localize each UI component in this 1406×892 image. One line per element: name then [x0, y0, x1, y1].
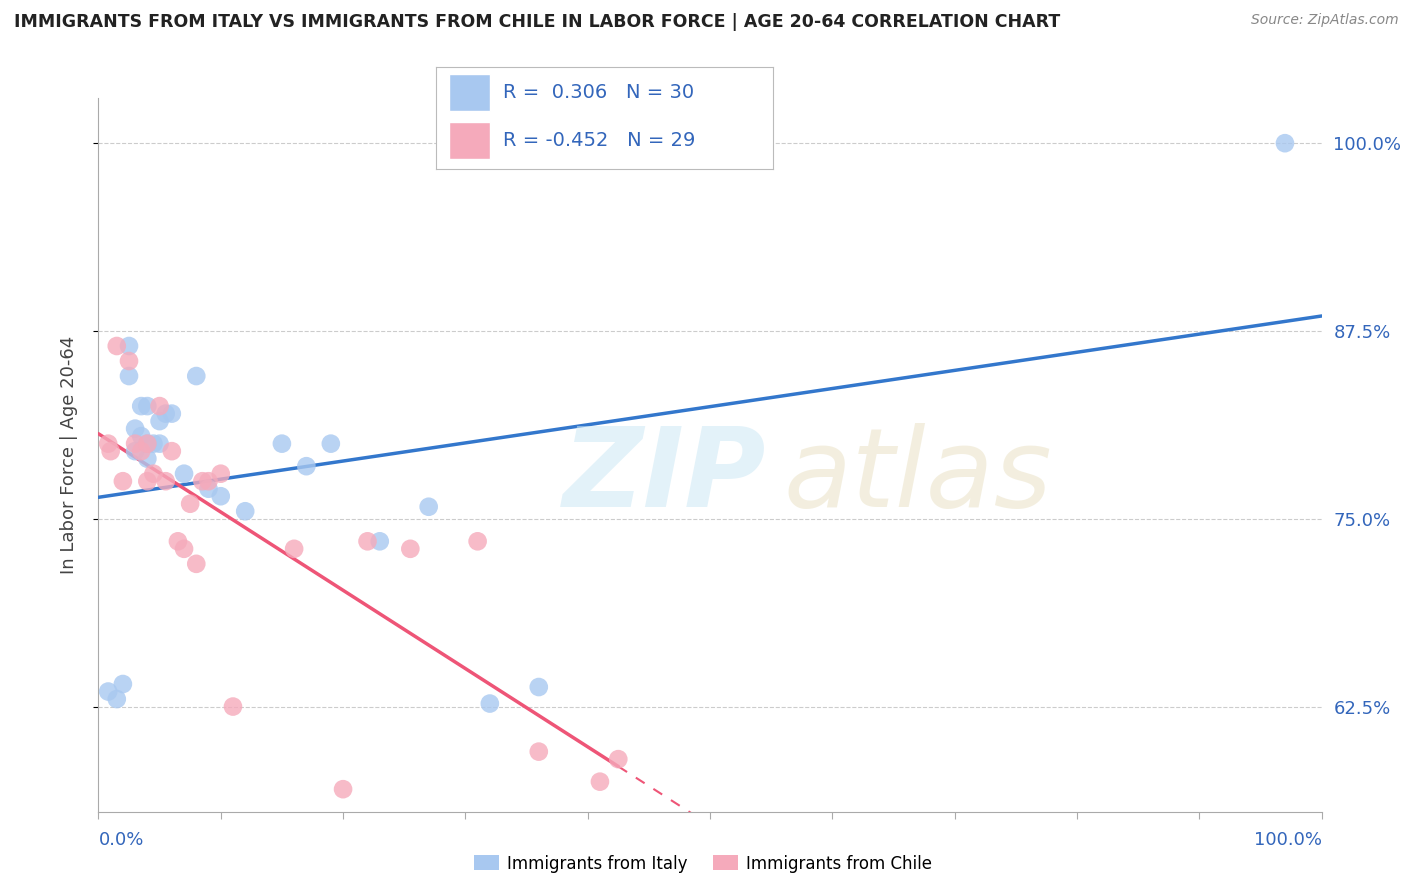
Point	[155, 474, 177, 488]
Point	[124, 444, 146, 458]
Point	[100, 444, 122, 458]
Point	[418, 500, 440, 514]
Point	[191, 474, 214, 488]
Point	[222, 699, 245, 714]
Point	[478, 697, 501, 711]
Point	[142, 436, 165, 450]
Point	[111, 474, 134, 488]
Point	[136, 451, 159, 466]
Point	[129, 429, 152, 443]
Point	[197, 474, 219, 488]
Point	[270, 436, 294, 450]
Text: R =  0.306   N = 30: R = 0.306 N = 30	[503, 83, 695, 102]
Point	[209, 467, 232, 481]
Text: Source: ZipAtlas.com: Source: ZipAtlas.com	[1251, 13, 1399, 28]
Y-axis label: In Labor Force | Age 20-64: In Labor Force | Age 20-64	[59, 335, 77, 574]
Point	[97, 436, 120, 450]
Text: IMMIGRANTS FROM ITALY VS IMMIGRANTS FROM CHILE IN LABOR FORCE | AGE 20-64 CORREL: IMMIGRANTS FROM ITALY VS IMMIGRANTS FROM…	[14, 13, 1060, 31]
Point	[197, 482, 219, 496]
Point	[105, 692, 128, 706]
Point	[160, 407, 183, 421]
Legend: Immigrants from Italy, Immigrants from Chile: Immigrants from Italy, Immigrants from C…	[467, 848, 939, 880]
Point	[136, 436, 159, 450]
Point	[607, 752, 630, 766]
Text: R = -0.452   N = 29: R = -0.452 N = 29	[503, 131, 696, 150]
Point	[173, 467, 195, 481]
Text: 0.0%: 0.0%	[98, 831, 143, 849]
Text: atlas: atlas	[783, 423, 1052, 530]
Point	[118, 339, 141, 353]
Point	[118, 369, 141, 384]
Point	[105, 339, 128, 353]
Point	[319, 436, 342, 450]
Point	[283, 541, 305, 556]
Point	[97, 684, 120, 698]
Point	[136, 436, 159, 450]
Point	[142, 467, 165, 481]
Point	[124, 422, 146, 436]
Point	[129, 444, 152, 458]
Point	[332, 782, 354, 797]
Point	[167, 534, 190, 549]
Bar	[450, 122, 489, 159]
Text: ZIP: ZIP	[564, 423, 766, 530]
Point	[149, 414, 172, 428]
Text: 100.0%: 100.0%	[1254, 831, 1322, 849]
Point	[368, 534, 391, 549]
Point	[149, 436, 172, 450]
Point	[124, 436, 146, 450]
Point	[527, 745, 550, 759]
Point	[111, 677, 134, 691]
Point	[356, 534, 378, 549]
Point	[160, 444, 183, 458]
Point	[173, 541, 195, 556]
Point	[467, 534, 489, 549]
Point	[136, 474, 159, 488]
Point	[233, 504, 256, 518]
Point	[149, 399, 172, 413]
Point	[155, 407, 177, 421]
Point	[399, 541, 422, 556]
Point	[136, 399, 159, 413]
Point	[129, 399, 152, 413]
Point	[589, 774, 612, 789]
Point	[118, 354, 141, 368]
Point	[186, 557, 208, 571]
Point	[179, 497, 201, 511]
Point	[527, 680, 550, 694]
Point	[1274, 136, 1296, 151]
Bar	[450, 74, 489, 111]
Point	[186, 369, 208, 384]
Point	[209, 489, 232, 503]
Point	[295, 459, 318, 474]
